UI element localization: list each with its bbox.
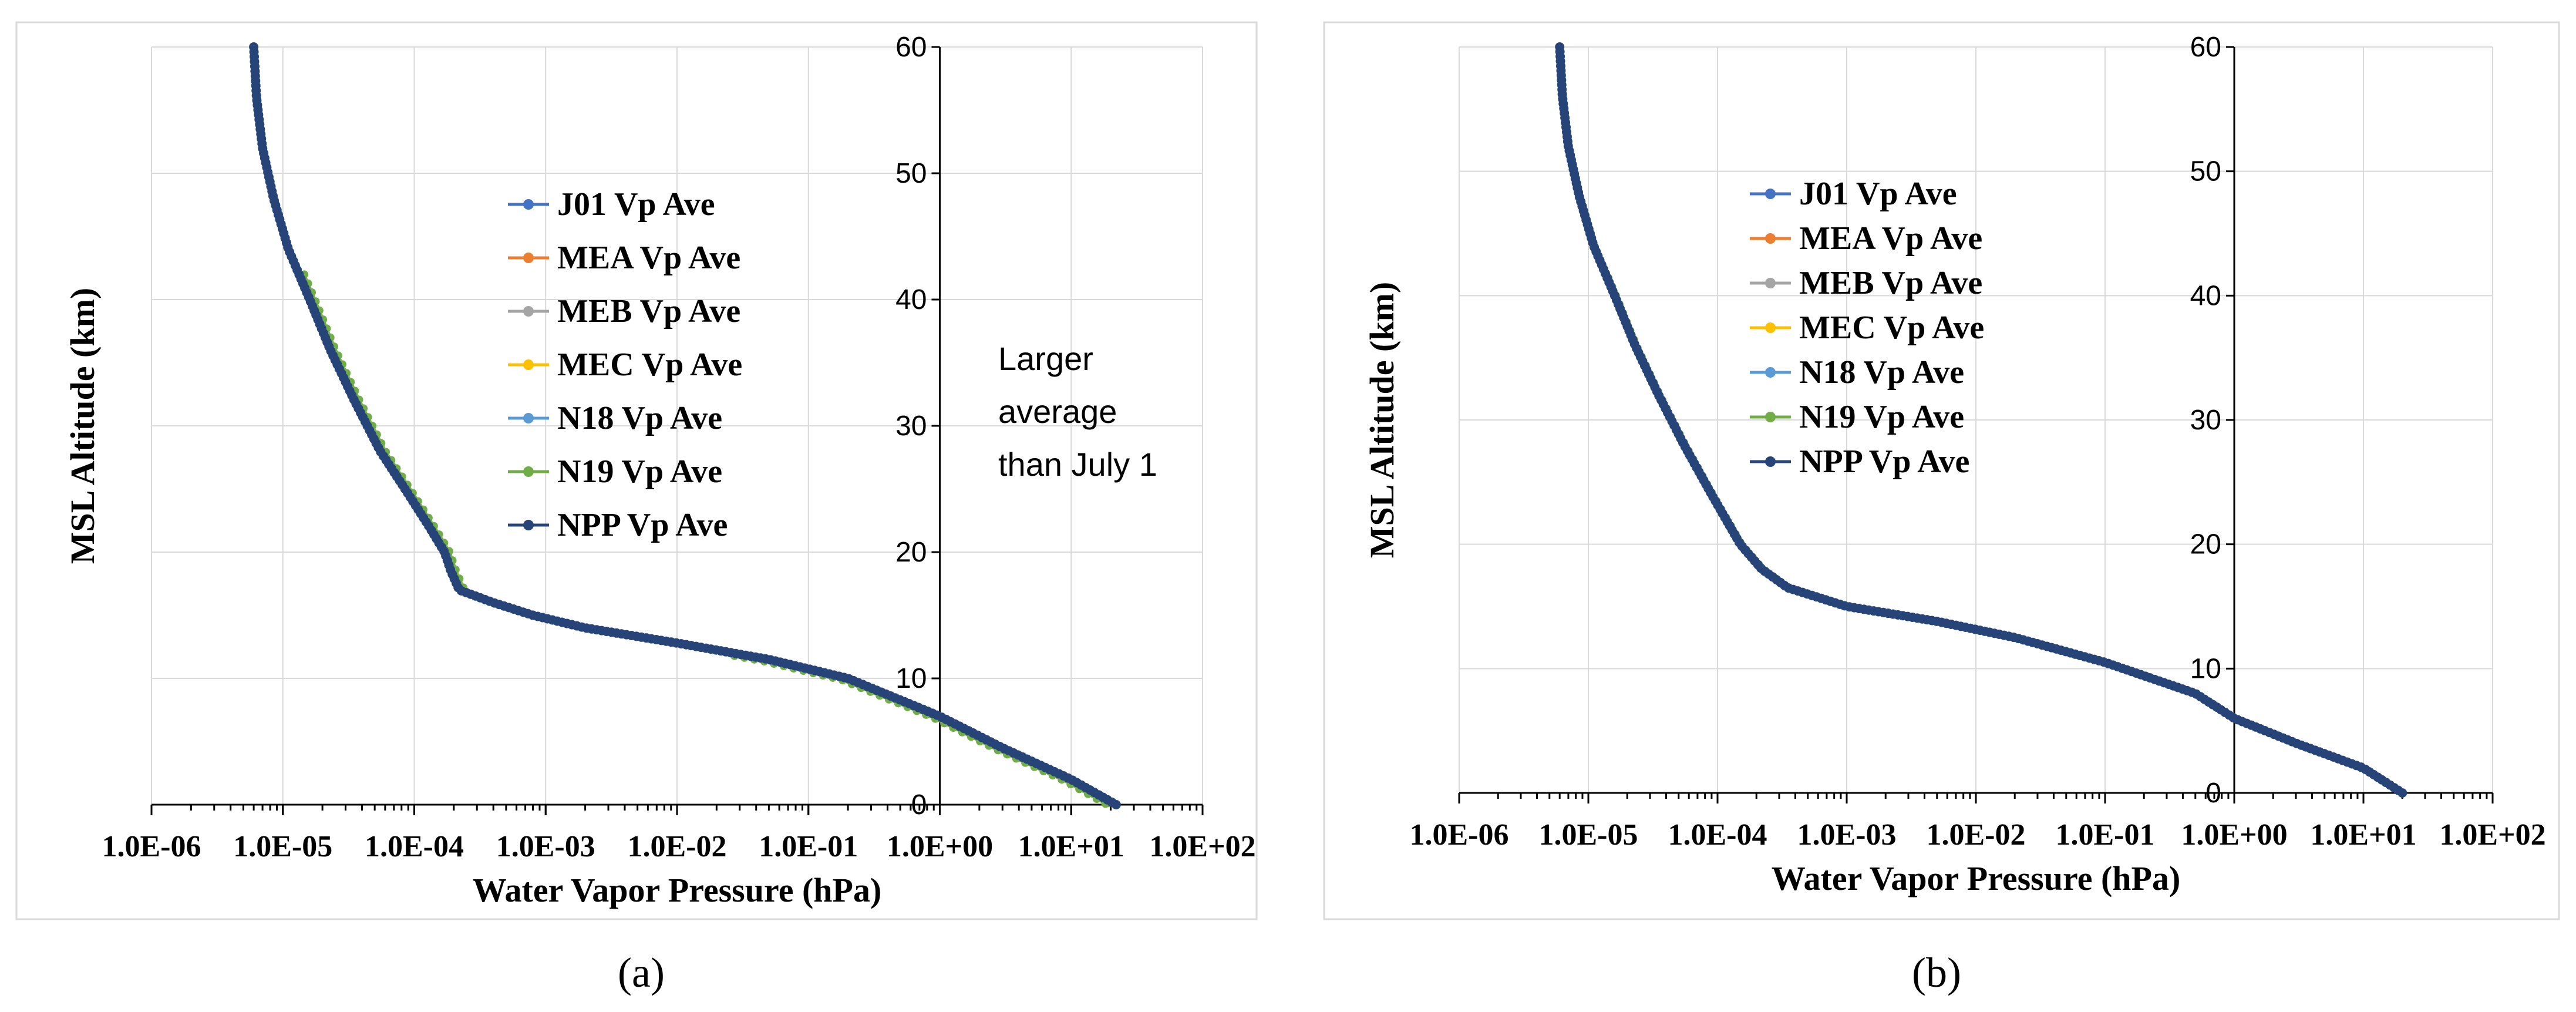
x-tick-label: 1.0E+02 <box>2439 818 2545 852</box>
x-tick-label: 1.0E+02 <box>1149 830 1255 863</box>
y-tick-label: 0 <box>2205 778 2221 809</box>
x-tick-label: 1.0E+00 <box>887 830 993 863</box>
annotation-text: Larger <box>998 340 1093 377</box>
legend-marker <box>523 359 534 370</box>
y-tick-label: 50 <box>2190 156 2221 187</box>
legend-entry: NPP Vp Ave <box>557 507 728 543</box>
y-axis-title: MSL Altitude (km) <box>63 288 102 564</box>
x-tick-label: 1.0E-06 <box>1410 818 1509 852</box>
legend-marker <box>1765 456 1776 467</box>
x-tick-label: 1.0E-02 <box>1927 818 2026 852</box>
x-tick-label: 1.0E+01 <box>1018 830 1124 863</box>
legend-marker <box>1765 412 1776 422</box>
legend-marker <box>1765 233 1776 244</box>
panel-label: (a) <box>618 949 665 996</box>
legend: J01 Vp Ave MEA Vp Ave MEB Vp Ave MEC Vp Ave… <box>1750 176 1984 480</box>
legend-entry: N18 Vp Ave <box>1799 354 1964 391</box>
x-axis-title: Water Vapor Pressure (hPa) <box>473 871 882 909</box>
x-tick-label: 1.0E-04 <box>365 830 464 863</box>
data-point-npp <box>1111 800 1121 809</box>
panel-label: (b) <box>1912 949 1961 996</box>
x-tick-label: 1.0E-03 <box>496 830 595 863</box>
x-tick-label: 1.0E+01 <box>2310 818 2416 852</box>
x-tick-label: 1.0E+00 <box>2181 818 2287 852</box>
legend-entry: MEC Vp Ave <box>1799 310 1984 346</box>
legend-entry: MEB Vp Ave <box>1799 265 1982 301</box>
x-tick-label: 1.0E-04 <box>1668 818 1767 852</box>
y-tick-label: 10 <box>2190 653 2221 684</box>
legend-marker <box>1765 322 1776 333</box>
y-tick-label: 20 <box>895 537 927 568</box>
legend-entry: N19 Vp Ave <box>1799 399 1964 435</box>
legend-marker <box>1765 278 1776 288</box>
legend-entry: MEA Vp Ave <box>1799 220 1982 257</box>
y-tick-label: 40 <box>895 284 927 315</box>
x-tick-label: 1.0E-01 <box>759 830 858 863</box>
y-tick-label: 0 <box>911 789 927 821</box>
legend-entry: J01 Vp Ave <box>557 186 715 223</box>
y-tick-label: 30 <box>895 411 927 442</box>
legend-entry: MEB Vp Ave <box>557 293 740 330</box>
legend-marker <box>523 253 534 263</box>
legend-entry: J01 Vp Ave <box>1799 176 1957 212</box>
x-tick-label: 1.0E-05 <box>233 830 332 863</box>
y-tick-label: 10 <box>895 663 927 694</box>
y-tick-label: 60 <box>2190 32 2221 63</box>
data-point-npp <box>2397 788 2407 798</box>
legend-entry: NPP Vp Ave <box>1799 443 1969 480</box>
y-axis-title: MSL Altitude (km) <box>1363 282 1401 559</box>
legend-marker <box>523 199 534 210</box>
annotation-text: average <box>998 393 1117 430</box>
legend-marker <box>523 413 534 423</box>
x-axis-title: Water Vapor Pressure (hPa) <box>1772 859 2181 897</box>
x-tick-label: 1.0E-03 <box>1797 818 1897 852</box>
y-tick-label: 30 <box>2190 405 2221 436</box>
legend-entry: N19 Vp Ave <box>557 453 722 490</box>
y-tick-label: 50 <box>895 158 927 189</box>
legend-entry: MEC Vp Ave <box>557 347 742 383</box>
y-tick-label: 20 <box>2190 529 2221 560</box>
legend-marker <box>523 306 534 317</box>
panel-a: 0 10 20 30 40 50 60 1.0E-06 1.0E-05 1.0E-04 1.0E-0… <box>15 21 1258 996</box>
legend-entry: MEA Vp Ave <box>557 240 740 276</box>
legend: J01 Vp Ave MEA Vp Ave MEB Vp Ave MEC Vp Ave… <box>508 186 742 543</box>
legend-marker <box>523 466 534 477</box>
chart-frame <box>15 21 1258 920</box>
x-tick-label: 1.0E-02 <box>628 830 727 863</box>
chart-frame <box>1323 21 2560 920</box>
x-tick-label: 1.0E-06 <box>102 830 201 863</box>
legend-marker <box>1765 367 1776 378</box>
x-tick-label: 1.0E-01 <box>2056 818 2155 852</box>
legend-entry: N18 Vp Ave <box>557 400 722 436</box>
panel-b: 0 10 20 30 40 50 60 1.0E-06 1.0E-05 1.0E-04 1.0E-0… <box>1323 21 2560 996</box>
y-tick-label: 40 <box>2190 280 2221 311</box>
legend-marker <box>523 520 534 530</box>
legend-marker <box>1765 189 1776 199</box>
annotation-text: than July 1 <box>998 446 1157 483</box>
y-tick-label: 60 <box>895 32 927 63</box>
x-tick-label: 1.0E-05 <box>1539 818 1638 852</box>
